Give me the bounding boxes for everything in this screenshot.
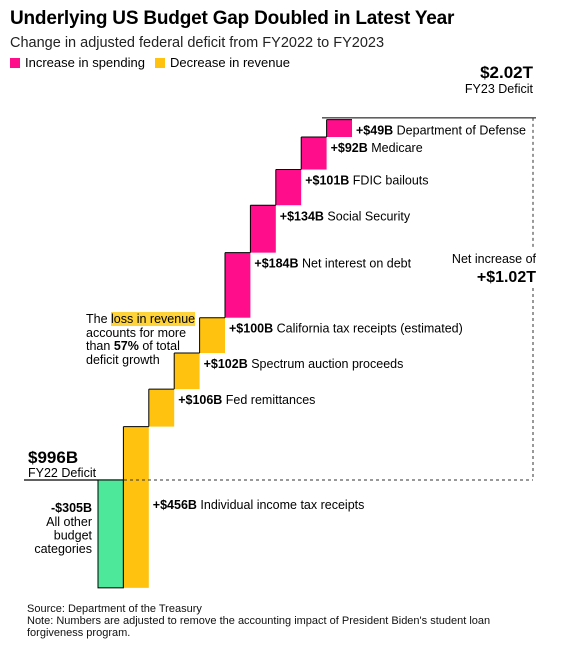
footer-source: Source: Department of the Treasury [27,603,202,615]
bar-label: +$184B Net interest on debt [254,257,411,271]
bar-label: +$102B Spectrum auction proceeds [204,357,404,371]
bar-label-desc-other: budget [54,529,93,543]
bar-revenue [148,389,175,427]
bar-revenue [123,426,149,588]
bar-spending [326,119,352,138]
bar-label-desc: Social Security [327,209,410,223]
bar-spending [225,252,251,318]
annotation-pct: 57% [113,339,139,353]
bar-label: +$100B California tax receipts (estimate… [229,322,463,336]
bar-label-desc-other: All other [46,515,92,529]
bar-revenue [174,353,200,390]
bar-spending [275,169,302,206]
bar-other-categories [97,479,124,589]
annotation-mid: accounts for more than [86,325,187,353]
chart-subtitle: Change in adjusted federal deficit from … [10,35,385,51]
bar-label-value: +$92B [331,141,372,155]
end-desc-label: FY23 Deficit [465,82,534,96]
legend-label-revenue: Decrease in revenue [169,55,290,70]
annotation-post: of total deficit growth [86,339,180,367]
bar-label-value: +$101B [305,174,353,188]
legend-item-revenue: Decrease in revenue [154,55,290,70]
bar-label-value: +$184B [254,257,302,271]
start-value-label: $996B [28,448,78,467]
bar-label-desc: Fed remittances [226,393,316,407]
bar-label-desc: California tax receipts (estimated) [277,322,463,336]
chart-title: Underlying US Budget Gap Doubled in Late… [10,8,455,29]
bar-label-desc: Medicare [371,141,422,155]
bar-label-desc: Spectrum auction proceeds [251,357,403,371]
legend-swatch-spending [10,57,20,68]
bar-label: +$49B Department of Defense [356,124,526,138]
bar-label: +$134B Social Security [280,209,411,223]
net-increase-value: +$1.02T [477,269,536,286]
bar-revenue [199,317,225,354]
bar-label-desc: Individual income tax receipts [200,498,364,512]
annotation-pre: The [86,312,112,326]
bar-label-value: +$100B [229,322,277,336]
bar-spending [250,205,276,253]
revenue-annotation: The loss in revenue accounts for more th… [86,312,196,367]
legend-swatch-revenue [154,57,165,68]
legend-item-spending: Increase in spending [10,55,145,70]
bar-label-value-other: -$305B [51,501,92,515]
bar-spending [301,137,327,170]
bar-label-value: +$134B [280,209,328,223]
bar-label-desc: Net interest on debt [302,257,412,271]
bar-label-value: +$49B [356,124,397,138]
bar-label: +$106B Fed remittances [178,393,315,407]
bar-label: +$456B Individual income tax receipts [153,498,365,512]
bar-label: +$92B Medicare [331,141,423,155]
annotation-highlight: loss in revenue [111,312,196,326]
bar-label: +$101B FDIC bailouts [305,174,428,188]
start-desc-label: FY22 Deficit [28,466,97,480]
legend: Increase in spending Decrease in revenue [10,55,290,70]
bar-label-value: +$102B [204,357,252,371]
footer: Source: Department of the Treasury Note:… [27,603,547,639]
bar-label-value: +$456B [153,498,201,512]
bar-label-desc: Department of Defense [397,124,526,138]
bar-label-desc-other: categories [34,542,92,556]
legend-label-spending: Increase in spending [25,55,145,70]
bar-label-desc: FDIC bailouts [353,174,429,188]
footer-note: Note: Numbers are adjusted to remove the… [27,615,491,639]
end-value-label: $2.02T [480,63,534,82]
net-increase-label: Net increase of [452,252,537,266]
bar-label-value: +$106B [178,393,226,407]
